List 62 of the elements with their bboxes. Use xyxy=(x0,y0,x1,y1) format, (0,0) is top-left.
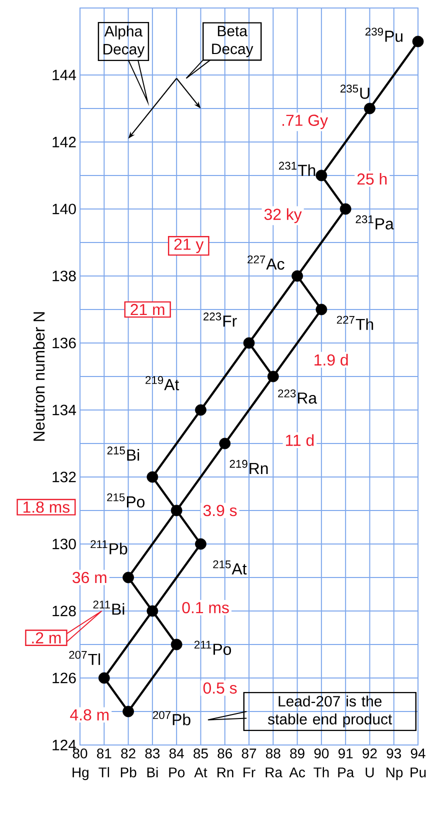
x-tick-label: 87 Fr xyxy=(242,748,256,778)
annotation: $^{231}$Pa xyxy=(356,215,394,230)
x-tick-label: 83 Bi xyxy=(145,748,160,778)
annotation: 4.8 m xyxy=(70,709,109,720)
y-tick-label: 138 xyxy=(52,270,76,282)
annotation: $^{235}$U xyxy=(340,84,370,99)
x-tick-label: 82 Pb xyxy=(120,748,136,778)
annotation: .71 Gy xyxy=(282,114,328,130)
annotation: $^{219}$At xyxy=(146,376,180,390)
annotation: $^{215}$Bi xyxy=(107,446,140,461)
annotation: Alpha Decay xyxy=(103,26,145,58)
y-axis-title: Neutron number N xyxy=(33,312,45,441)
annotation: $^{223}$Fr xyxy=(204,312,237,327)
x-tick-label: 88 Ra xyxy=(266,748,282,778)
annotation: 32 ky xyxy=(264,208,302,224)
annotation: 21 y xyxy=(174,238,204,254)
y-tick-label: 126 xyxy=(52,672,76,684)
annotation: $^{231}$Th xyxy=(278,162,316,176)
annotation: $^{207}$Pb xyxy=(153,711,190,726)
y-tick-label: 134 xyxy=(52,404,76,416)
annotation: 21 m xyxy=(130,304,164,316)
annotation: $^{211}$Po xyxy=(194,640,231,655)
x-tick-label: 86 Rn xyxy=(218,748,234,778)
y-tick-label: 124 xyxy=(52,740,76,750)
x-tick-label: 81 Tl xyxy=(96,748,112,778)
annotation: $^{219}$Rn xyxy=(230,460,268,474)
text: .2 m xyxy=(32,632,61,644)
x-tick-label: 93 Np xyxy=(386,748,403,780)
annotation: $^{227}$Ac xyxy=(248,255,284,270)
annotation: 11 d xyxy=(286,434,314,446)
y-tick-label: 136 xyxy=(52,338,76,348)
x-tick-label: 89 Ac xyxy=(289,748,306,778)
annotation: $^{207}$Tl xyxy=(69,650,100,665)
annotation: $^{211}$Pb xyxy=(90,540,128,554)
y-tick-label: 130 xyxy=(52,538,76,550)
annotation: 1.9 d xyxy=(314,354,348,366)
annotation: $^{215}$At xyxy=(213,560,247,575)
annotation: 3.9 s xyxy=(203,504,237,516)
annotation: 36 m xyxy=(72,572,106,584)
annotation: 25 h xyxy=(357,172,387,185)
y-tick-label: 142 xyxy=(52,136,76,148)
x-tick-label: 91 Pa xyxy=(338,748,354,778)
annotation: 0.1 ms xyxy=(182,602,229,614)
x-tick-label: 85 At xyxy=(194,748,208,778)
annotation: Beta Decay xyxy=(212,26,254,58)
annotation: $^{215}$Po xyxy=(107,493,144,508)
annotation: 0.5 s xyxy=(203,682,237,694)
annotation: $^{239}$Pu xyxy=(365,28,402,42)
x-tick-label: 92 U xyxy=(362,748,377,778)
x-tick-label: 80 Hg xyxy=(72,748,88,780)
annotation: $^{227}$Th xyxy=(336,316,374,330)
y-tick-label: 128 xyxy=(52,606,76,616)
x-tick-label: 90 Th xyxy=(314,748,329,778)
x-tick-label: 94 Pu xyxy=(410,748,426,778)
y-tick-label: 132 xyxy=(52,472,76,482)
y-tick-label: 140 xyxy=(52,204,76,214)
annotation: Lead-207 is the stable end product xyxy=(268,696,392,728)
annotation: $^{211}$Bi xyxy=(93,600,124,615)
x-tick-label: 84 Po xyxy=(169,748,185,778)
y-tick-label: 144 xyxy=(52,70,76,80)
annotation: $^{223}$Ra xyxy=(278,389,318,404)
text: 1.8 ms xyxy=(24,502,70,513)
